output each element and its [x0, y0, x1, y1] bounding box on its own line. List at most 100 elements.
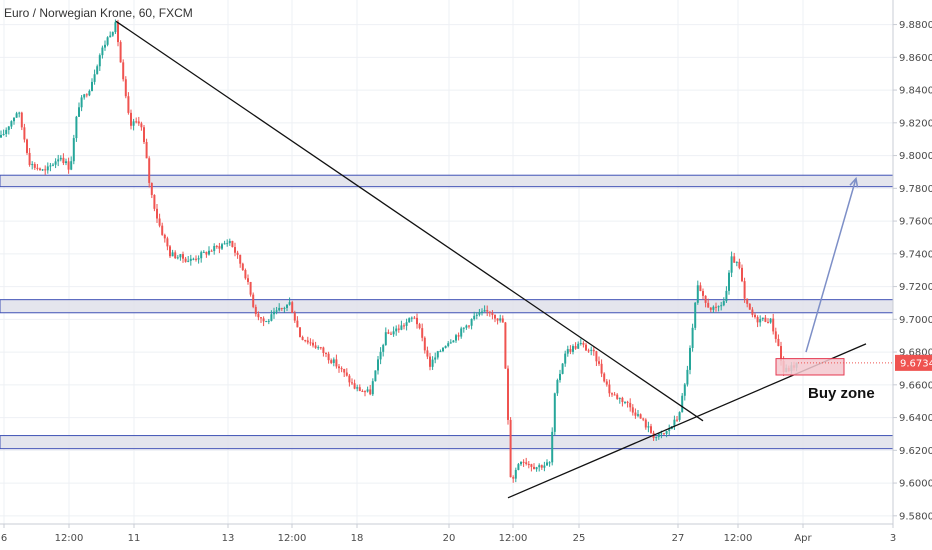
- candle-body: [20, 112, 23, 128]
- candle-body: [689, 347, 691, 370]
- candle-body: [735, 261, 738, 263]
- candle-body: [117, 22, 119, 43]
- time-tick-label: 25: [573, 533, 586, 544]
- candle-body: [626, 401, 629, 403]
- candle-body: [616, 394, 619, 399]
- candle-body: [382, 344, 385, 352]
- candle-body: [262, 318, 265, 322]
- candle-body: [221, 244, 223, 249]
- candle-body: [509, 419, 512, 478]
- candle-body: [348, 375, 351, 383]
- horizontal-zone: [0, 299, 894, 314]
- candle-body: [49, 165, 52, 167]
- candle-body: [239, 254, 242, 264]
- candle-body: [223, 243, 226, 245]
- candle-body: [551, 431, 554, 463]
- candle-body: [395, 328, 398, 332]
- time-tick-label: 20: [443, 533, 456, 544]
- candle-body: [150, 182, 153, 195]
- candle-body: [98, 55, 101, 67]
- candle-body: [299, 327, 301, 337]
- candle-body: [5, 129, 8, 134]
- candle-body: [377, 359, 379, 371]
- candle-body: [491, 313, 494, 316]
- candle-body: [257, 314, 260, 318]
- candle-body: [613, 394, 616, 396]
- projection-arrow-line: [805, 178, 857, 353]
- candle-body: [699, 285, 702, 292]
- time-tick-label: 12:00: [724, 533, 753, 544]
- candle-body: [293, 312, 296, 321]
- price-tick-label: 9.86000: [899, 53, 932, 64]
- candle-body: [756, 317, 759, 323]
- candle-body: [351, 382, 353, 384]
- candle-body: [663, 433, 665, 435]
- candle-body: [226, 243, 229, 245]
- horizontal-zone: [0, 174, 894, 188]
- candle-body: [587, 350, 590, 352]
- candle-body: [483, 310, 486, 312]
- candle-body: [369, 389, 372, 395]
- candle-body: [730, 256, 733, 273]
- candle-body: [361, 391, 364, 393]
- candle-body: [543, 465, 546, 468]
- candle-body: [733, 256, 736, 263]
- candle-body: [605, 381, 608, 385]
- candle-body: [655, 437, 658, 439]
- candle-body: [410, 317, 413, 319]
- candle-body: [507, 368, 509, 420]
- time-axis[interactable]: 6 12:00 11 13 12:00 18 20 12:00 25 27 12:00 Apr 3: [1, 524, 896, 544]
- candle-body: [592, 349, 595, 352]
- candle-body: [683, 384, 686, 396]
- price-axis[interactable]: 9.58000 9.60000 9.62000 9.64000 9.66000 9.680…: [893, 20, 932, 522]
- candle-body: [408, 318, 411, 323]
- time-tick-label: 18: [351, 533, 364, 544]
- horizontal-zone: [0, 435, 894, 450]
- candle-body: [145, 142, 148, 159]
- candle-body: [163, 234, 166, 239]
- candle-body: [777, 338, 780, 347]
- candlesticks: [0, 19, 798, 483]
- candle-body: [564, 353, 567, 364]
- candle-body: [54, 161, 57, 165]
- candle-body: [514, 469, 517, 479]
- candle-body: [218, 246, 221, 249]
- candle-body: [647, 426, 650, 428]
- candle-body: [413, 317, 416, 319]
- price-tick-label: 9.80000: [899, 151, 932, 162]
- candle-body: [496, 318, 499, 321]
- candle-body: [249, 281, 252, 295]
- candle-body: [421, 328, 424, 338]
- candle-body: [494, 315, 496, 319]
- candle-body: [444, 345, 447, 348]
- candle-body: [270, 314, 273, 321]
- candle-body: [423, 337, 426, 351]
- price-tick-label: 9.70000: [899, 315, 932, 326]
- candle-body: [169, 246, 171, 257]
- time-tick-label: 12:00: [499, 533, 528, 544]
- candle-body: [465, 325, 468, 328]
- candle-body: [158, 218, 161, 226]
- candle-body: [57, 159, 60, 162]
- candle-body: [301, 336, 304, 341]
- candle-body: [416, 317, 418, 325]
- candle-body: [332, 359, 335, 363]
- price-tick-label: 9.60000: [899, 479, 932, 490]
- price-tick-label: 9.74000: [899, 249, 932, 260]
- candle-body: [748, 303, 751, 310]
- candle-body: [774, 331, 777, 339]
- candle-body: [525, 462, 528, 464]
- candle-body: [468, 325, 470, 327]
- candle-body: [431, 359, 434, 367]
- candle-body: [642, 418, 645, 420]
- candle-body: [694, 302, 697, 328]
- time-tick-label: 27: [672, 533, 685, 544]
- candle-body: [387, 332, 390, 334]
- candle-body: [624, 401, 626, 403]
- candle-body: [132, 121, 135, 126]
- candle-body: [712, 306, 715, 310]
- candle-body: [473, 315, 476, 320]
- candle-body: [231, 240, 234, 248]
- candle-body: [452, 340, 455, 343]
